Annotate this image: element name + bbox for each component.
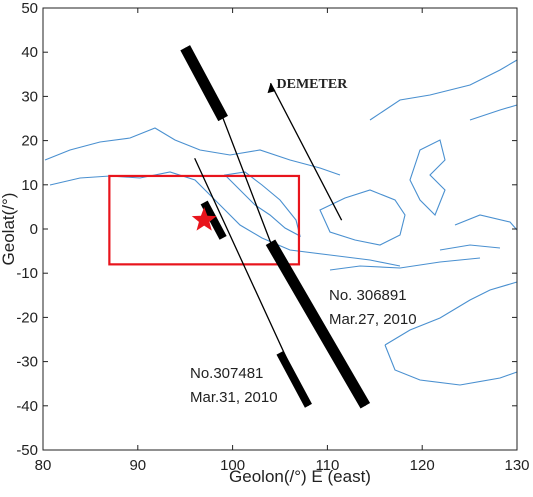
track-name: No.307481 <box>190 365 263 382</box>
x-tick-label: 100 <box>220 457 245 474</box>
y-tick-label: -40 <box>16 398 38 415</box>
orbit-segment <box>200 200 227 240</box>
region-box <box>108 174 301 266</box>
y-tick-label: 0 <box>30 221 38 238</box>
x-tick-label: 120 <box>410 457 435 474</box>
y-tick-label: 30 <box>21 88 38 105</box>
y-axis-label: Geolat(/°) <box>0 193 18 266</box>
y-tick-label: 10 <box>21 177 38 194</box>
coastlines <box>44 59 518 386</box>
arrow-label: DEMETER <box>277 77 349 92</box>
coastline <box>384 281 518 386</box>
coastline <box>44 127 341 176</box>
x-tick-label: 110 <box>315 457 339 474</box>
track-date: Mar.31, 2010 <box>190 389 278 406</box>
y-tick-label: -50 <box>16 442 38 459</box>
x-tick-label: 90 <box>129 457 146 474</box>
coastline <box>369 59 518 121</box>
coastline <box>329 257 481 271</box>
arrow <box>269 82 343 221</box>
coastline <box>439 214 518 251</box>
y-tick-label: 40 <box>21 44 38 61</box>
y-tick-label: -20 <box>16 309 38 326</box>
arrow-head <box>267 83 276 94</box>
x-tick-label: 80 <box>35 457 52 474</box>
y-tick-label: 50 <box>21 0 38 17</box>
track-name: No. 306891 <box>329 287 407 304</box>
coastline <box>223 171 301 238</box>
x-axis-label: Geolon(/°) E (east) <box>229 467 371 486</box>
x-tick-label: 130 <box>504 457 529 474</box>
y-tick-label: -30 <box>16 354 38 371</box>
y-tick-label: -10 <box>16 265 38 282</box>
y-tick-label: 20 <box>21 133 38 150</box>
epicenter-star <box>191 207 217 231</box>
coastline <box>409 139 446 216</box>
orbit-segment <box>265 239 371 409</box>
track-date: Mar.27, 2010 <box>329 311 417 328</box>
coastline <box>319 189 406 246</box>
coastline <box>49 171 401 267</box>
orbit-segment <box>276 350 312 408</box>
orbit-segment <box>180 45 228 122</box>
